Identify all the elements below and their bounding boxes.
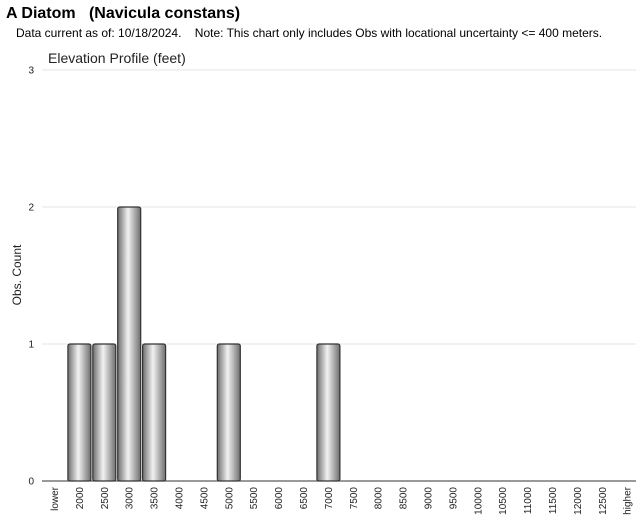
x-tick-label: 10500 (498, 487, 509, 515)
x-tick-label: 7000 (324, 487, 335, 510)
bar-7000 (316, 343, 341, 482)
bar-2500 (92, 343, 117, 482)
page-title: A Diatom (Navicula constans) (6, 5, 241, 22)
x-tick-label: 3000 (125, 487, 136, 510)
bar-3000 (117, 206, 142, 482)
x-tick-label: 2500 (100, 487, 111, 510)
bar-2000 (67, 343, 92, 482)
x-tick-label: 8500 (399, 487, 410, 510)
y-tick-label: 1 (28, 340, 34, 351)
y-tick-label: 0 (28, 477, 34, 488)
x-tick-label: 6000 (274, 487, 285, 510)
x-tick-label: 12000 (573, 487, 584, 515)
x-tick-label: lower (50, 486, 61, 511)
x-tick-label: 10000 (473, 487, 484, 515)
x-tick-label: 7500 (349, 487, 360, 510)
x-tick-label: 4500 (199, 487, 210, 510)
bar-5000 (216, 343, 241, 482)
x-tick-label: 5000 (224, 487, 235, 510)
x-tick-label: 5500 (249, 487, 260, 510)
chart-title: Elevation Profile (feet) (48, 50, 186, 66)
y-tick-label: 2 (28, 203, 34, 214)
data-note: Data current as of: 10/18/2024. Note: Th… (16, 26, 603, 40)
x-tick-label: 11000 (523, 487, 534, 515)
x-tick-label: 2000 (75, 487, 86, 510)
x-tick-label: 12500 (598, 487, 609, 515)
y-tick-label: 3 (28, 66, 34, 77)
bar-3500 (142, 343, 167, 482)
x-tick-label: 4000 (175, 487, 186, 510)
x-tick-label: 3500 (150, 487, 161, 510)
y-axis-label: Obs. Count (10, 244, 24, 305)
x-tick-label: 9000 (424, 487, 435, 510)
x-tick-label: 8000 (374, 487, 385, 510)
x-tick-label: higher (623, 486, 634, 514)
x-tick-label: 9500 (448, 487, 459, 510)
x-tick-label: 6500 (299, 487, 310, 510)
x-tick-label: 11500 (548, 487, 559, 515)
